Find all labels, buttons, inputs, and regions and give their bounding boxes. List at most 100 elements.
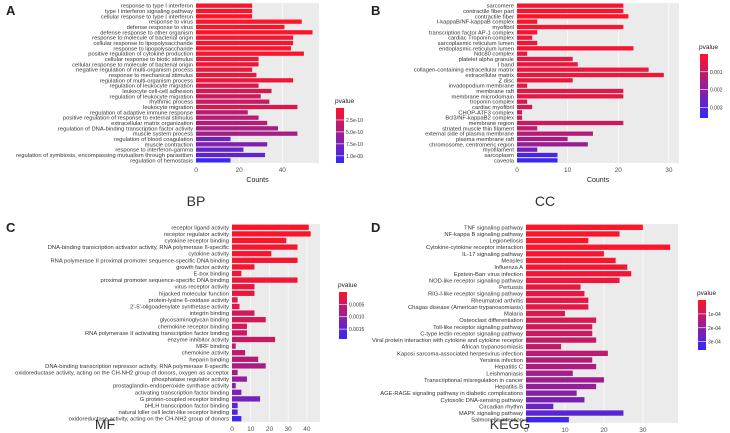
cc-panel-name: CC bbox=[535, 193, 555, 209]
bp-category-label: response to virus bbox=[149, 20, 193, 26]
kegg-bar bbox=[526, 330, 593, 337]
mf-x-tick-label: 10 bbox=[247, 426, 255, 433]
bp-category-label: regulation of symbiosis, encompassing mu… bbox=[16, 153, 193, 159]
kegg-category-label: Salmonella infection bbox=[471, 418, 523, 424]
mf-legend-title: pvalue bbox=[338, 282, 358, 289]
bp-bar bbox=[196, 142, 268, 147]
kegg-bar bbox=[526, 417, 569, 423]
mf-x-tick-label: 0 bbox=[230, 426, 234, 433]
kegg-bar bbox=[526, 337, 597, 343]
kegg-bar bbox=[526, 357, 593, 363]
bp-category-label: regulation of leukocyte migration bbox=[110, 94, 193, 100]
cc-legend-tick-label: 0.003 bbox=[710, 105, 723, 111]
cc-bar bbox=[517, 8, 624, 14]
mf-category-label: DNA-binding transcription repressor acti… bbox=[45, 364, 229, 370]
cc-bar bbox=[517, 56, 573, 62]
cc-category-label: collagen-containing extracellular matrix bbox=[414, 68, 514, 74]
kegg-category-label: Yersinia infection bbox=[479, 358, 523, 364]
cc-category-label: I band bbox=[498, 62, 514, 68]
cc-bar bbox=[517, 24, 624, 30]
cc-category-label: CHOP-ATF3 complex bbox=[458, 110, 514, 116]
mf-bar bbox=[232, 330, 247, 336]
bp-category-label: cellular response to biotic stimulus bbox=[105, 57, 193, 63]
kegg-category-label: Chagas disease (American trypanosomiasis… bbox=[408, 305, 523, 311]
bp-bar bbox=[196, 131, 298, 136]
mf-category-label: prostaglandin-endoperoxide synthase acti… bbox=[113, 384, 229, 390]
bp-bar bbox=[196, 83, 259, 88]
cc-category-label: external side of plasma membrane bbox=[425, 132, 514, 138]
bp-category-label: regulation of blood coagulation bbox=[114, 137, 193, 143]
mf-bar bbox=[232, 297, 238, 303]
bp-bar bbox=[196, 19, 302, 24]
cc-category-label: invadopodium membrane bbox=[449, 84, 514, 90]
bp-category-label: regulation of leukocyte migration bbox=[110, 84, 193, 90]
mf-x-tick-label: 30 bbox=[285, 426, 293, 433]
kegg-legend-tick-label: 1e-04 bbox=[708, 312, 721, 318]
kegg-bar bbox=[526, 390, 577, 396]
kegg-category-label: African trypanosomiasis bbox=[461, 345, 523, 351]
mf-bar bbox=[232, 356, 259, 362]
cc-bar bbox=[517, 142, 588, 147]
mf-bar bbox=[232, 270, 242, 277]
cc-x-tick-label: 30 bbox=[665, 167, 673, 174]
cc-bar bbox=[517, 131, 593, 136]
mf-category-label: protein-lysine 6-oxidase activity bbox=[148, 298, 229, 304]
mf-bar bbox=[232, 224, 309, 230]
kegg-bar bbox=[526, 277, 620, 284]
bp-category-label: response to interferon-gamma bbox=[115, 148, 193, 154]
mf-bar bbox=[232, 317, 266, 323]
kegg-bar bbox=[526, 324, 593, 330]
mf-bar bbox=[232, 251, 272, 257]
bp-category-label: leukocyte migration bbox=[143, 105, 193, 111]
bp-bar bbox=[196, 158, 231, 163]
mf-panel-name: MF bbox=[95, 416, 115, 432]
mf-bar bbox=[232, 389, 242, 395]
mf-plot-background bbox=[232, 224, 320, 422]
cc-category-label: platelet alpha granule bbox=[459, 57, 514, 63]
kegg-category-label: RIG-I-like receptor signaling pathway bbox=[428, 292, 523, 298]
mf-legend-tick-label: 0.0010 bbox=[349, 315, 365, 321]
bp-bar bbox=[196, 46, 291, 51]
kegg-bar bbox=[526, 257, 616, 264]
cc-category-label: membrane region bbox=[469, 121, 514, 127]
cc-category-label: myofibril bbox=[492, 25, 514, 31]
cc-category-label: transcription factor AP-1 complex bbox=[429, 30, 514, 36]
mf-bar bbox=[232, 369, 238, 376]
bp-legend-colorbar bbox=[336, 108, 344, 163]
cc-bar bbox=[517, 40, 538, 46]
bp-bar bbox=[196, 104, 298, 110]
kegg-bar bbox=[526, 410, 624, 416]
kegg-category-label: C-type lectin receptor signaling pathway bbox=[420, 331, 523, 337]
bp-category-label: positive regulation of response to exter… bbox=[63, 116, 193, 122]
cc-category-label: contractile fiber part bbox=[463, 9, 514, 15]
cc-legend-tick-label: 0.002 bbox=[710, 88, 723, 94]
cc-bar bbox=[517, 126, 538, 131]
mf-category-label: chemokine receptor binding bbox=[158, 324, 229, 330]
cc-bar bbox=[517, 35, 533, 40]
bp-legend-tick-label: 7.5e-10 bbox=[346, 142, 363, 148]
mf-bar bbox=[232, 244, 298, 250]
cc-legend-colorbar bbox=[700, 54, 708, 118]
mf-chart: 0 10 20 30 40 receptor ligand activityrecepto… bbox=[6, 220, 365, 433]
mf-bar bbox=[232, 264, 255, 270]
kegg-bar bbox=[526, 264, 628, 270]
bp-legend-tick-label: 1.0e-09 bbox=[346, 154, 363, 160]
bp-bar bbox=[196, 78, 294, 83]
kegg-category-label: Epstein-Barr virus infection bbox=[454, 272, 523, 278]
kegg-category-label: Legionellosis bbox=[489, 239, 523, 245]
bp-bar bbox=[196, 115, 259, 120]
cc-bar bbox=[517, 3, 624, 8]
mf-category-label: activating transcription factor binding bbox=[135, 390, 229, 396]
mf-x-tick-label: 40 bbox=[303, 426, 311, 433]
mf-category-label: bHLH transcription factor binding bbox=[145, 404, 229, 410]
bp-bar bbox=[196, 30, 313, 35]
mf-category-label: heparin binding bbox=[189, 357, 229, 363]
mf-bar bbox=[232, 409, 238, 415]
kegg-plot-background bbox=[526, 224, 678, 423]
bp-x-axis-title: Counts bbox=[246, 177, 269, 184]
cc-bar bbox=[517, 99, 528, 104]
kegg-category-label: TNF signaling pathway bbox=[464, 225, 523, 231]
bp-plot-background bbox=[196, 3, 319, 163]
cc-category-label: myofilament bbox=[483, 148, 515, 154]
cc-bar bbox=[517, 19, 538, 24]
